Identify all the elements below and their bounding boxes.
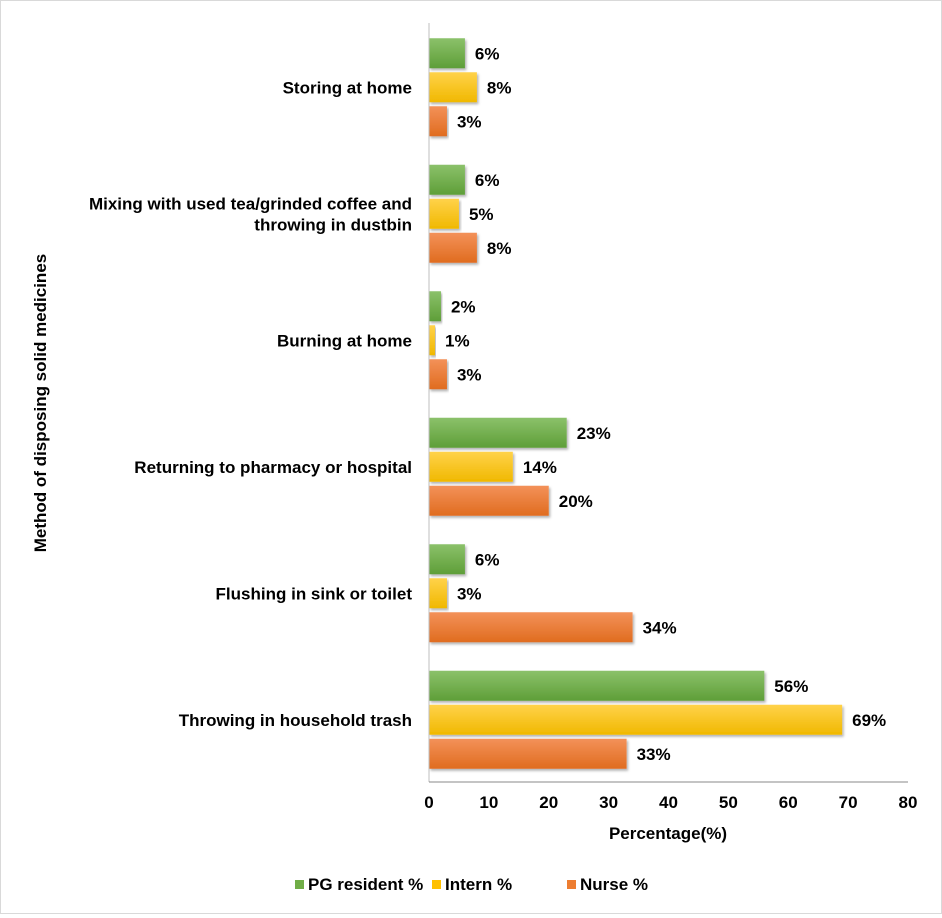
- bar-pg-resident-4: [429, 544, 465, 575]
- data-label: 20%: [559, 492, 593, 511]
- data-labels: 6% 8% 3% 6% 5% 8% 2% 1% 3% 23% 14%20% 6% 3% 34% 56% 69%…: [445, 44, 886, 764]
- data-label: 69%: [852, 711, 886, 730]
- data-label: 8%: [487, 239, 512, 258]
- bar-intern-1: [429, 198, 459, 229]
- category-label: Storing at home: [283, 78, 412, 97]
- category-label: Returning to pharmacy or hospital: [134, 458, 412, 477]
- data-label: 3%: [457, 112, 482, 131]
- bar-intern-3: [429, 451, 513, 482]
- bar-pg-resident-1: [429, 164, 465, 195]
- y-axis-title: Method of disposing solid medicines: [31, 254, 50, 552]
- data-label: 6%: [475, 44, 500, 63]
- category-label: Burning at home: [277, 331, 412, 350]
- category-label: Throwing in household trash: [179, 711, 412, 730]
- category-label: Mixing with used tea/grinded coffee and t…: [89, 194, 412, 234]
- data-label: 8%: [487, 78, 512, 97]
- category-labels: Storing at home Mixing with used tea/grin…: [89, 78, 412, 730]
- data-label: 3%: [457, 584, 482, 603]
- bar-nurse-1: [429, 232, 477, 263]
- data-label: 33%: [637, 745, 671, 764]
- x-tick-label: 0: [424, 793, 433, 812]
- legend-swatch: [295, 880, 304, 889]
- data-label: 23%: [577, 424, 611, 443]
- legend-label: Intern %: [445, 875, 512, 894]
- data-label: 6%: [475, 171, 500, 190]
- bar-pg-resident-3: [429, 417, 567, 448]
- legend-swatch: [567, 880, 576, 889]
- data-label: 3%: [457, 365, 482, 384]
- x-tick-label: 30: [599, 793, 618, 812]
- legend: PG resident % Intern % Nurse %: [295, 875, 648, 894]
- x-tick-label: 80: [899, 793, 918, 812]
- bars-layer: [429, 38, 843, 769]
- bar-nurse-0: [429, 106, 447, 137]
- x-tick-label: 70: [839, 793, 858, 812]
- bar-intern-4: [429, 578, 447, 609]
- data-label: 6%: [475, 550, 500, 569]
- bar-nurse-3: [429, 485, 549, 516]
- data-label: 2%: [451, 297, 476, 316]
- bar-pg-resident-5: [429, 670, 765, 701]
- bar-intern-2: [429, 325, 435, 356]
- data-label: 1%: [445, 331, 470, 350]
- x-tick-label: 10: [479, 793, 498, 812]
- legend-label: Nurse %: [580, 875, 648, 894]
- x-tick-label: 40: [659, 793, 678, 812]
- x-tick-label: 60: [779, 793, 798, 812]
- bar-nurse-2: [429, 359, 447, 390]
- legend-label: PG resident %: [308, 875, 423, 894]
- category-label: Flushing in sink or toilet: [216, 584, 413, 603]
- x-tick-labels: 0 10 20 30 40 50 60 70 80: [424, 793, 917, 812]
- x-axis-title: Percentage(%): [609, 824, 727, 843]
- bar-nurse-5: [429, 738, 627, 769]
- x-tick-label: 50: [719, 793, 738, 812]
- bar-pg-resident-2: [429, 291, 441, 322]
- data-label: 14%: [523, 458, 557, 477]
- data-label: 34%: [643, 618, 677, 637]
- data-label: 56%: [774, 677, 808, 696]
- bar-intern-0: [429, 72, 477, 103]
- data-label: 5%: [469, 205, 494, 224]
- bar-intern-5: [429, 704, 843, 735]
- bar-pg-resident-0: [429, 38, 465, 69]
- bar-nurse-4: [429, 612, 633, 643]
- x-tick-label: 20: [539, 793, 558, 812]
- legend-swatch: [432, 880, 441, 889]
